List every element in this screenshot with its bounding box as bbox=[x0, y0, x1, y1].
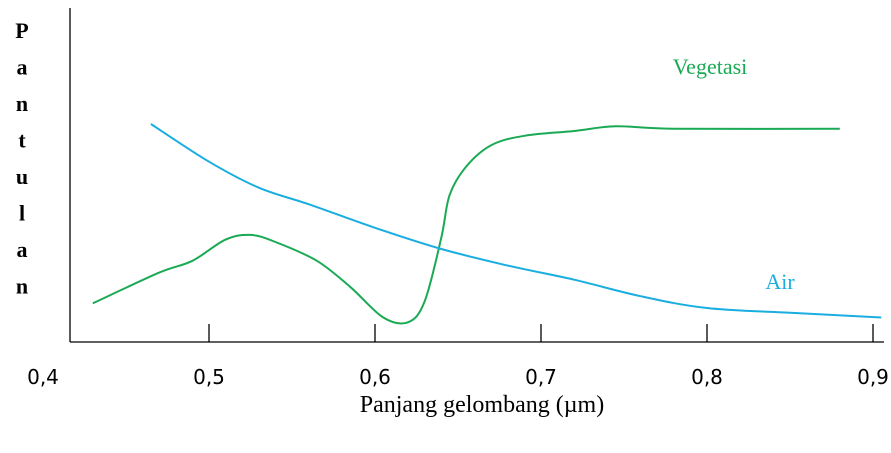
series-label-vegetasi: Vegetasi bbox=[673, 54, 748, 79]
x-tick-labels: 0,4 0,5 0,6 0,7 0,8 0,9 bbox=[27, 365, 889, 389]
y-axis-label-letter: P bbox=[15, 18, 28, 43]
x-axis-label: Panjang gelombang (µm) bbox=[360, 392, 604, 418]
x-tick-label: 0,4 bbox=[27, 365, 59, 389]
x-tick-label: 0,7 bbox=[525, 365, 557, 389]
y-axis-label-letter: a bbox=[17, 237, 28, 262]
series-label-air: Air bbox=[765, 269, 795, 294]
series-line-vegetasi bbox=[92, 125, 840, 325]
y-axis-label-letter: u bbox=[16, 164, 28, 189]
x-tick-label: 0,9 bbox=[857, 365, 889, 389]
x-ticks bbox=[208, 324, 874, 342]
series-lines bbox=[92, 123, 882, 325]
x-tick-label: 0,8 bbox=[691, 365, 723, 389]
series-line-air bbox=[150, 123, 882, 319]
y-axis-label-letter: t bbox=[18, 128, 26, 153]
y-axis-label-letter: a bbox=[17, 55, 28, 80]
y-axis-label-letter: l bbox=[19, 201, 25, 226]
y-axis-label-letter: n bbox=[16, 91, 28, 116]
y-axis-label-letter: n bbox=[16, 274, 28, 299]
x-tick-label: 0,5 bbox=[193, 365, 225, 389]
series-labels: Vegetasi Air bbox=[673, 54, 796, 294]
x-tick-label: 0,6 bbox=[359, 365, 391, 389]
